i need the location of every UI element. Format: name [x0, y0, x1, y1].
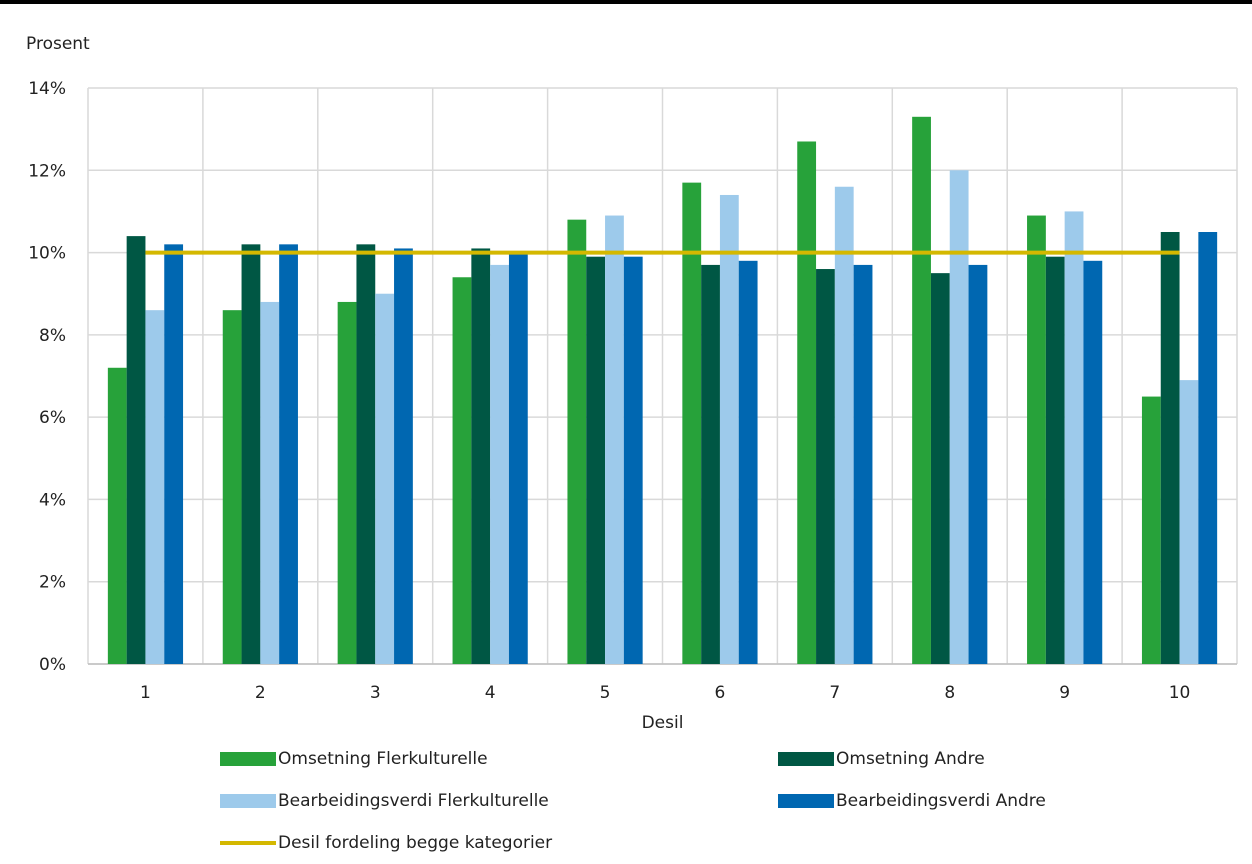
bar [508, 252, 528, 665]
y-tick-label: 6% [39, 408, 66, 428]
bar [375, 293, 395, 664]
bar [701, 264, 720, 664]
bar [797, 141, 817, 664]
bar [145, 310, 165, 664]
bar [816, 269, 835, 664]
bar [930, 273, 950, 664]
y-tick-label: 8% [39, 326, 66, 346]
bar [586, 256, 606, 664]
y-tick-label: 10% [28, 244, 66, 264]
bar [968, 264, 988, 664]
bar [164, 244, 184, 665]
bar [452, 277, 472, 664]
bar [949, 170, 969, 665]
bar [1083, 260, 1103, 664]
bar [1027, 215, 1046, 665]
x-tick-label: 3 [370, 683, 381, 703]
bar [394, 248, 413, 664]
bar [241, 244, 261, 665]
bar [605, 215, 624, 665]
bar [682, 182, 702, 664]
y-tick-label: 2% [39, 573, 66, 593]
x-tick-label: 4 [485, 683, 496, 703]
x-tick-label: 8 [944, 683, 955, 703]
bar [853, 264, 873, 664]
bar [337, 301, 357, 664]
x-tick-label: 1 [140, 683, 151, 703]
bar [1141, 396, 1161, 664]
x-tick-label: 7 [829, 683, 840, 703]
bar [356, 244, 376, 665]
bar [719, 194, 739, 664]
bar [738, 260, 758, 664]
y-tick-label: 4% [39, 490, 66, 510]
bar [623, 256, 643, 664]
bar [1064, 211, 1084, 664]
bar [567, 219, 587, 664]
bar [222, 310, 242, 664]
y-tick-label: 14% [28, 79, 66, 99]
x-tick-label: 9 [1059, 683, 1070, 703]
bar [1045, 256, 1065, 664]
top-rule [0, 0, 1252, 4]
x-tick-label: 5 [600, 683, 611, 703]
bar [1160, 232, 1180, 664]
x-axis-title: Desil [642, 713, 684, 733]
bar [126, 236, 146, 664]
bar [279, 244, 298, 665]
bar [912, 116, 931, 665]
bar [1179, 380, 1199, 664]
bar [834, 186, 854, 664]
x-tick-label: 6 [715, 683, 726, 703]
bar [1198, 232, 1218, 664]
x-tick-label: 2 [255, 683, 266, 703]
bar [490, 264, 509, 664]
y-tick-label: 12% [28, 161, 66, 181]
y-axis-title: Prosent [26, 34, 90, 54]
x-tick-label: 10 [1169, 683, 1191, 703]
bar [260, 301, 280, 664]
y-tick-label: 0% [39, 655, 66, 675]
bar [107, 367, 127, 664]
bar [471, 248, 491, 664]
